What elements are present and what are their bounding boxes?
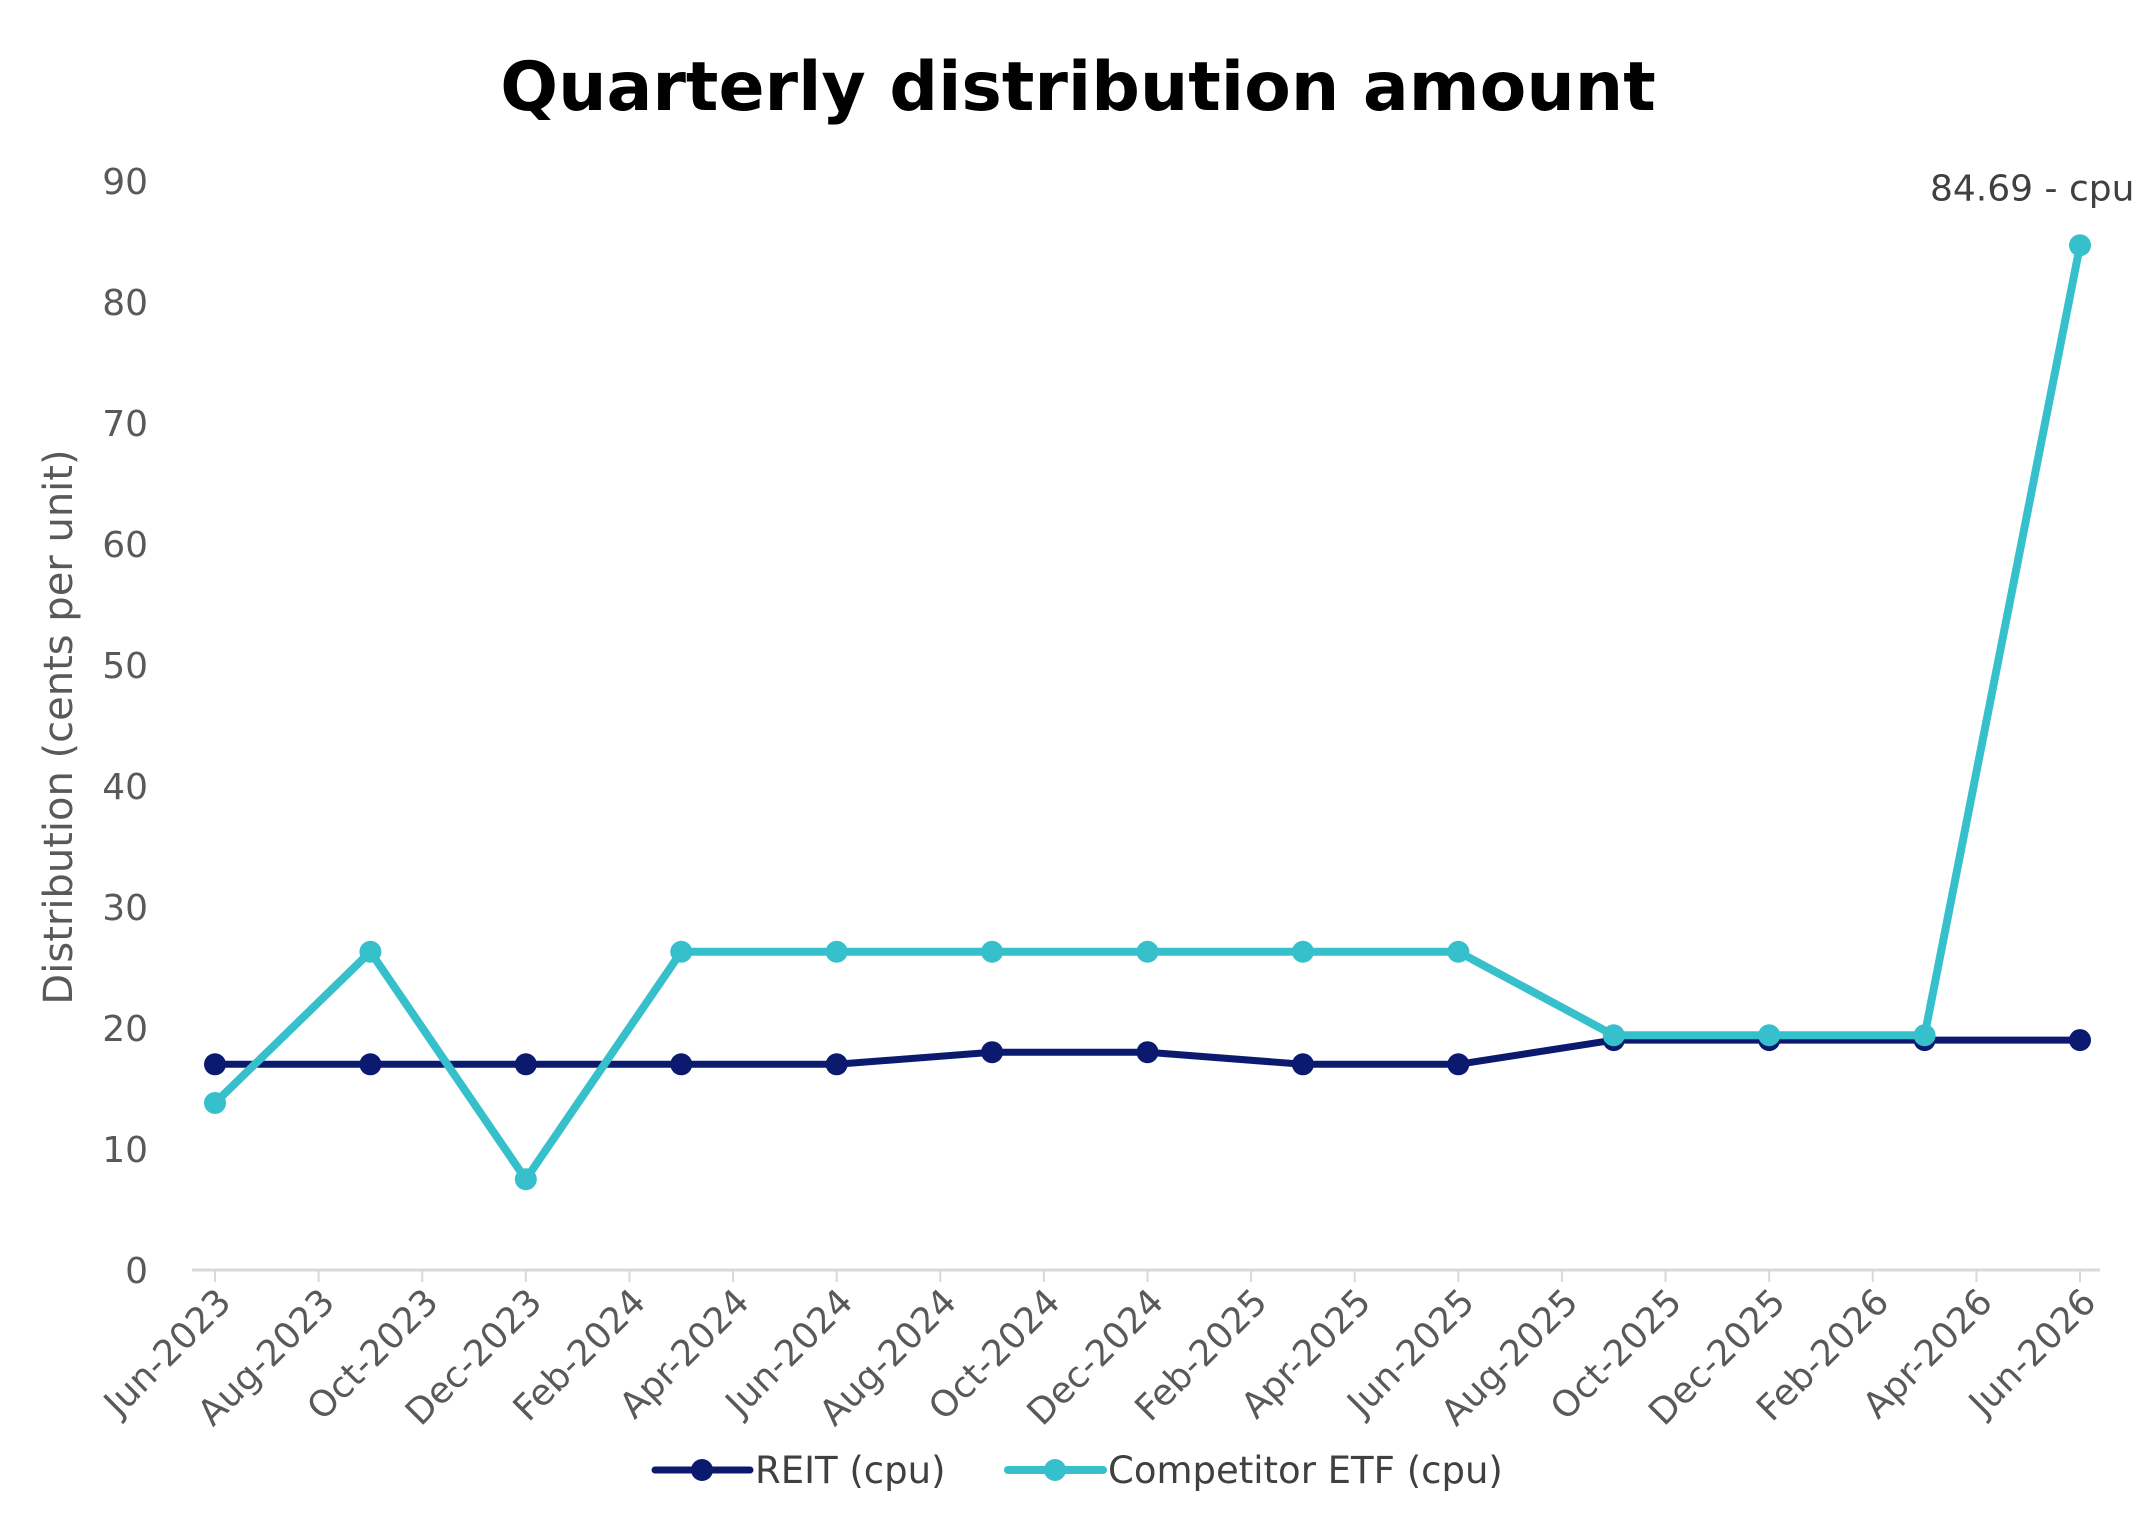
data-point — [981, 940, 1004, 963]
y-tick-label: 60 — [102, 525, 148, 566]
data-point — [2069, 234, 2091, 257]
legend-label: REIT (cpu) — [755, 1449, 946, 1492]
data-point — [2069, 1029, 2091, 1052]
data-point — [1136, 940, 1159, 963]
series-layer — [204, 234, 2091, 1191]
data-point — [1602, 1024, 1625, 1047]
data-point — [1758, 1024, 1781, 1047]
y-tick-label: 70 — [102, 404, 148, 445]
data-point — [825, 940, 848, 963]
data-point — [670, 1053, 693, 1076]
data-point — [981, 1041, 1004, 1064]
data-label: 84.69 - cpu — [1930, 168, 2134, 209]
y-tick-label: 50 — [102, 646, 148, 687]
y-tick-label: 90 — [102, 162, 148, 203]
y-axis-ticks: 0 10 20 30 40 50 60 70 80 90 — [102, 162, 148, 1292]
y-tick-label: 20 — [102, 1009, 148, 1050]
data-point — [1447, 1053, 1470, 1076]
data-point — [825, 1053, 848, 1076]
data-point — [1913, 1024, 1936, 1047]
legend-item: REIT (cpu) — [651, 1449, 946, 1492]
y-tick-label: 80 — [102, 283, 148, 324]
y-axis-label: Distribution (cents per unit) — [36, 449, 82, 1004]
data-point — [514, 1053, 537, 1076]
data-point — [1291, 940, 1314, 963]
y-tick-label: 40 — [102, 767, 148, 808]
legend-swatch-marker — [1044, 1459, 1066, 1481]
legend-label: Competitor ETF (cpu) — [1108, 1449, 1503, 1492]
chart-title: Quarterly distribution amount — [500, 48, 1655, 127]
legend-item: Competitor ETF (cpu) — [1004, 1449, 1503, 1492]
legend-swatch-marker — [691, 1459, 713, 1481]
data-point — [1136, 1041, 1159, 1064]
y-tick-label: 10 — [102, 1130, 148, 1171]
data-point — [204, 1053, 226, 1076]
y-tick-label: 30 — [102, 888, 148, 929]
data-point — [670, 940, 693, 963]
data-point — [359, 940, 382, 963]
y-tick-label: 0 — [125, 1251, 148, 1292]
data-point — [359, 1053, 382, 1076]
data-point — [1447, 940, 1470, 963]
data-point — [514, 1168, 537, 1191]
legend: REIT (cpu) Competitor ETF (cpu) — [651, 1449, 1503, 1492]
data-point — [204, 1092, 226, 1115]
annotation-layer: 84.69 - cpu — [1930, 168, 2134, 209]
series-competitor-etf — [204, 234, 2091, 1191]
data-point — [1291, 1053, 1314, 1076]
